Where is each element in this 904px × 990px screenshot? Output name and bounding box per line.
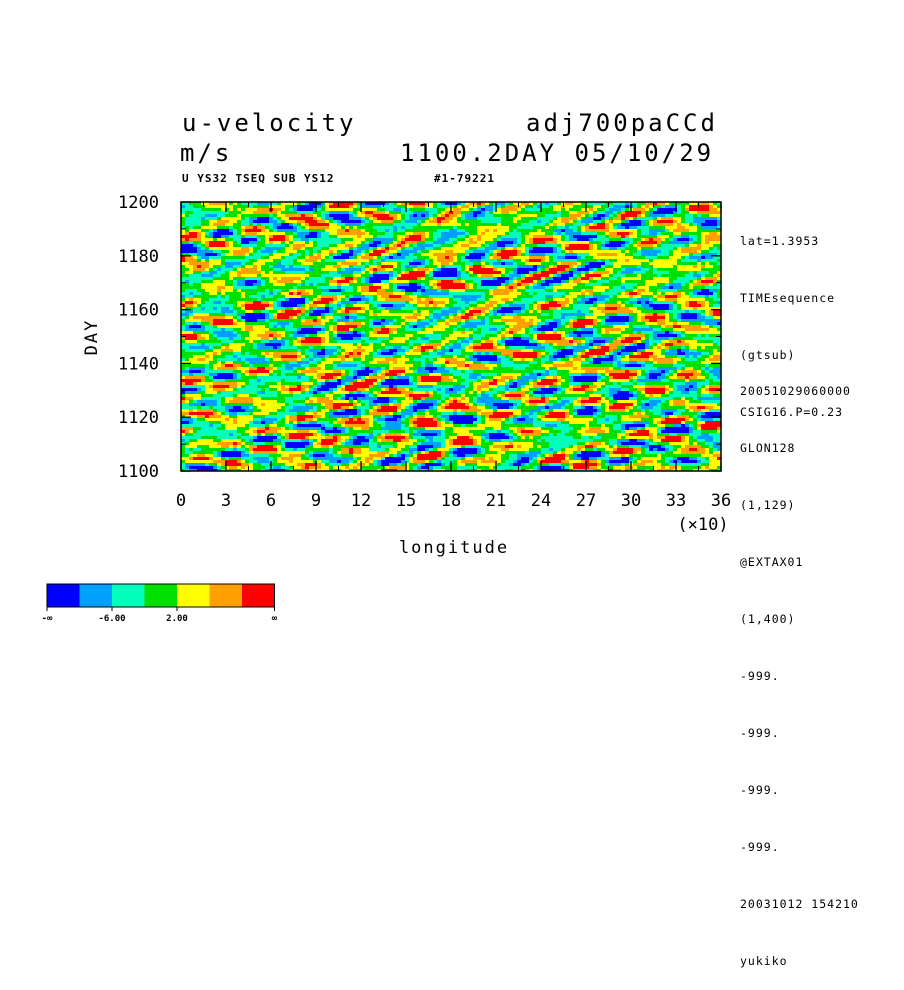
- y-tick-label: 1140: [118, 354, 159, 374]
- side-info-line: -999.: [740, 724, 859, 743]
- side-info-line: yukiko: [740, 952, 859, 971]
- colorbar-swatch: [177, 584, 210, 607]
- x-tick-label: 0: [176, 491, 186, 511]
- colorbar-swatch: [242, 584, 275, 607]
- colorbar-label: 2.00: [166, 614, 188, 624]
- y-tick-label: 1160: [118, 301, 159, 321]
- side-info-line: -999.: [740, 838, 859, 857]
- y-axis-label: DAY: [82, 319, 102, 356]
- colorbar-label: ∞: [272, 614, 278, 624]
- x-tick-label: 30: [621, 491, 641, 511]
- x-tick-label: 33: [666, 491, 686, 511]
- x-tick-label: 15: [396, 491, 416, 511]
- y-tick-label: 1180: [118, 247, 159, 267]
- x-tick-label: 3: [221, 491, 231, 511]
- colorbar: -∞ -6.00 2.00 ∞: [42, 584, 278, 624]
- colorbar-swatch: [47, 584, 80, 607]
- x-tick-label: 18: [441, 491, 461, 511]
- side-info-line: -999.: [740, 781, 859, 800]
- heatmap-field: [181, 202, 722, 473]
- side-info-line: -999.: [740, 667, 859, 686]
- colorbar-swatch: [145, 584, 178, 607]
- colorbar-label: -∞: [42, 614, 53, 624]
- y-tick-label: 1100: [118, 462, 159, 482]
- x-axis-label: longitude: [399, 538, 509, 558]
- x-tick-label: 12: [351, 491, 371, 511]
- side-info-line: 20031012 154210: [740, 895, 859, 914]
- x-tick-label: 36: [711, 491, 731, 511]
- x-multiplier-label: (×10): [677, 515, 728, 535]
- colorbar-label: -6.00: [98, 614, 125, 624]
- colorbar-swatch: [210, 584, 243, 607]
- x-tick-label: 24: [531, 491, 551, 511]
- x-tick-label: 6: [266, 491, 276, 511]
- x-tick-label: 27: [576, 491, 596, 511]
- y-tick-label: 1120: [118, 408, 159, 428]
- colorbar-swatch: [80, 584, 113, 607]
- x-tick-label: 21: [486, 491, 506, 511]
- y-tick-label: 1200: [118, 193, 159, 213]
- colorbar-swatch: [112, 584, 145, 607]
- x-tick-label: 9: [311, 491, 321, 511]
